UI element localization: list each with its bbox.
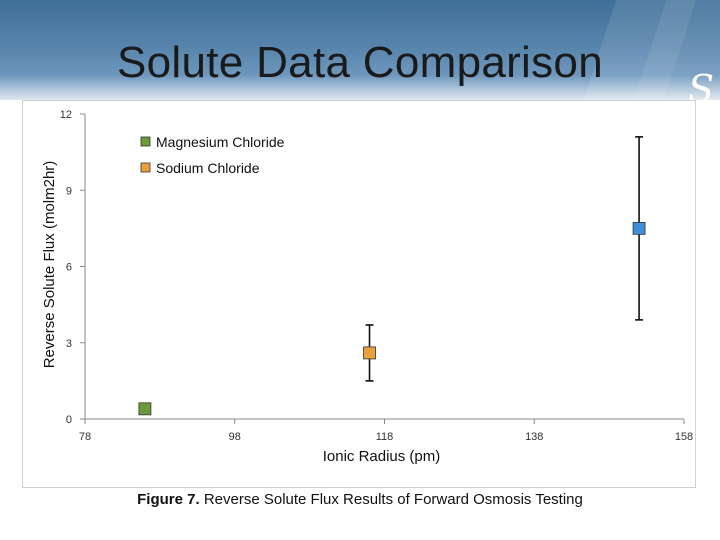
chart-axes: 0 3 6 9 12 78 98 118 138 158 Ionic Radius (pm) Reve… [41, 109, 693, 465]
data-point [138, 402, 152, 416]
y-tick-label: 6 [66, 262, 72, 274]
legend-label: Magnesium Chloride [156, 134, 285, 150]
caption-label: Figure 7. [137, 491, 200, 508]
x-tick-label: 98 [229, 431, 241, 443]
page-title: Solute Data Comparison [117, 38, 603, 87]
x-tick-label: 158 [675, 431, 693, 443]
x-tick-label: 138 [525, 431, 543, 443]
legend-swatch [140, 136, 151, 147]
data-point [363, 346, 376, 360]
chart-panel [22, 100, 696, 488]
chart-marks [138, 136, 646, 416]
x-tick-label: 118 [376, 431, 394, 443]
data-point [632, 221, 646, 235]
legend-swatch [140, 162, 151, 173]
y-tick-label: 9 [66, 185, 72, 197]
y-tick-label: 0 [66, 414, 72, 426]
y-tick-label: 12 [60, 109, 72, 121]
caption-text: Reverse Solute Flux Results of Forward O… [199, 491, 583, 508]
title-banner [0, 0, 720, 100]
y-axis-title: Reverse Solute Flux (molm2hr) [41, 161, 58, 369]
figure-caption: Figure 7. Reverse Solute Flux Results of… [0, 491, 720, 508]
x-axis-title: Ionic Radius (pm) [323, 448, 441, 465]
y-tick-label: 3 [66, 338, 72, 350]
legend-label: Sodium Chloride [156, 160, 260, 176]
x-tick-label: 78 [79, 431, 91, 443]
chart-legend: Magnesium Chloride Sodium Chloride [140, 134, 285, 176]
